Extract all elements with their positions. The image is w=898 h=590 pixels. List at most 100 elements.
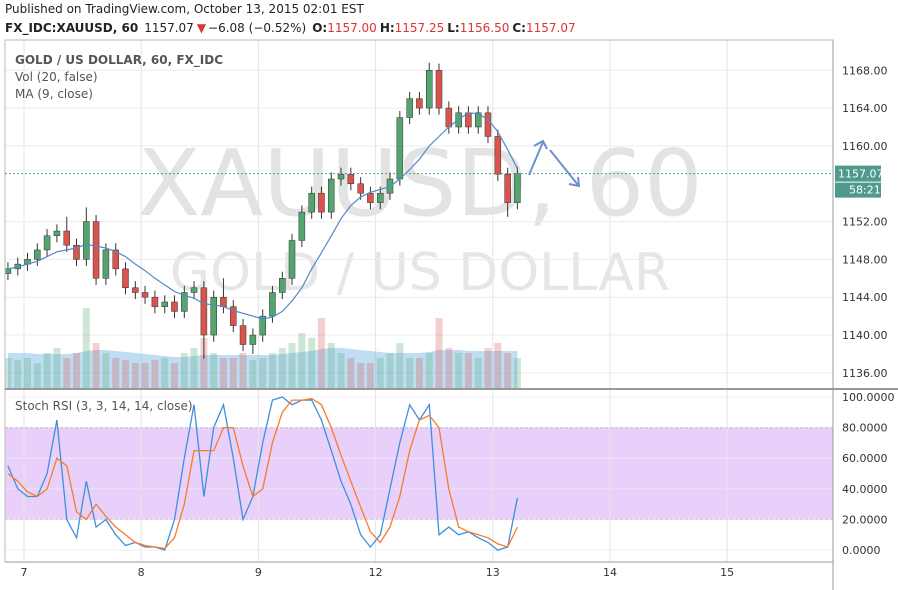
volume-bar — [190, 348, 198, 388]
c-value: 1157.07 — [526, 21, 576, 35]
candle-body — [102, 249, 110, 279]
volume-bar — [63, 358, 71, 388]
y-tick-label: 80.0000 — [842, 422, 888, 435]
candle-body — [34, 249, 41, 260]
volume-bar — [229, 358, 237, 388]
volume-bar — [24, 358, 32, 388]
candle-body — [141, 292, 149, 298]
volume-bar — [415, 358, 423, 388]
candle-body — [288, 240, 296, 279]
volume-bar — [210, 353, 218, 388]
volume-bar — [317, 318, 325, 388]
last: 1157.07 — [144, 21, 194, 35]
candle-body — [416, 98, 423, 109]
volume-bar — [43, 353, 51, 388]
y-tick-label: 60.0000 — [842, 452, 888, 465]
legend-entry: MA (9, close) — [15, 87, 93, 101]
volume-bar — [200, 338, 208, 388]
candle-body — [171, 301, 178, 312]
volume-bar — [347, 358, 355, 388]
volume-bar — [112, 358, 120, 388]
overlay-layer: 7 8 9 12 13 14 15 Stoch RSI (3, 3, 14, 14, clos… — [5, 53, 884, 579]
o-value: 1157.00 — [327, 21, 377, 35]
volume-bar — [249, 360, 257, 388]
candle-body — [474, 112, 482, 128]
candle-body — [220, 296, 227, 307]
volume-bar — [239, 353, 247, 388]
l-label: L: — [447, 21, 459, 35]
symbol: FX_IDC:XAUUSD, 60 — [5, 21, 138, 36]
candle-body — [426, 70, 433, 109]
ma-line — [7, 112, 518, 320]
candle-body — [504, 174, 511, 203]
last-price-label: 1157.07 — [838, 168, 884, 181]
volume-bar — [72, 353, 80, 388]
volume-bar — [327, 343, 335, 388]
countdown-label: 58:21 — [849, 184, 881, 197]
volume-bar — [92, 343, 100, 388]
volume-ma-area — [7, 348, 518, 388]
volume-bar — [131, 363, 139, 388]
candle-body — [396, 117, 404, 180]
volume-bar — [366, 363, 374, 388]
candle-body — [406, 98, 413, 118]
candle-body — [377, 192, 384, 203]
candle-body — [249, 334, 257, 345]
volume-bar — [82, 308, 90, 388]
arrow-down — [549, 149, 579, 186]
volume-bar — [170, 363, 178, 388]
candle-body — [435, 70, 443, 109]
y-tick-label: 0.0000 — [842, 544, 881, 557]
y-tick-label: 1148.00 — [842, 253, 888, 266]
plot-layer: 0.0000 20.0000 40.0000 60.0000 80.0000 100.00… — [4, 40, 895, 562]
y-tick-label: 1152.00 — [842, 216, 888, 229]
volume-bar — [161, 358, 169, 388]
candle-body — [347, 174, 355, 184]
change: −6.08 (−0.52%) — [208, 21, 306, 35]
volume-bar — [474, 358, 482, 388]
volume-bar — [151, 360, 159, 388]
drawing-arrows — [528, 139, 581, 188]
candle-body — [53, 230, 61, 237]
volume-bar — [4, 358, 12, 388]
x-tick-label: 15 — [720, 566, 734, 579]
candle-body — [259, 315, 266, 336]
y-tick-label: 1144.00 — [842, 291, 888, 304]
published: Published on TradingView.com, October 13… — [5, 2, 365, 16]
candle-body — [210, 296, 217, 336]
y-tick-label: 100.0000 — [842, 391, 895, 404]
arrow-up-head — [533, 139, 548, 150]
volume-bar — [141, 363, 149, 388]
candle-body — [181, 292, 188, 312]
volume-bar — [494, 343, 502, 388]
candle-body — [357, 183, 364, 194]
watermark-description: GOLD / US DOLLAR — [170, 243, 670, 303]
y-tick-label: 1136.00 — [842, 367, 888, 380]
l-value: 1156.50 — [460, 21, 510, 35]
volume-bar — [337, 353, 345, 388]
stoch-line — [7, 396, 519, 551]
candle-body — [445, 107, 453, 128]
candle-body — [161, 301, 168, 307]
x-tick-label: 13 — [486, 566, 500, 579]
candle-body — [190, 287, 198, 293]
candle-body — [200, 287, 208, 336]
volume-bar — [308, 338, 316, 388]
candle-body — [230, 306, 237, 326]
h-label: H: — [380, 21, 395, 35]
volume-bar — [33, 363, 41, 388]
stoch-legend: Stoch RSI (3, 3, 14, 14, close) — [15, 399, 193, 413]
volume-bar — [484, 348, 492, 388]
candle-body — [318, 192, 325, 213]
volume-bar — [219, 358, 227, 388]
volume-bar — [425, 353, 433, 388]
volume-bar — [102, 353, 110, 388]
candle-body — [92, 221, 100, 279]
candle-body — [308, 192, 315, 213]
stoch-line — [7, 397, 518, 550]
arrow-up — [528, 141, 544, 176]
candle-body — [73, 244, 80, 260]
volume-bar — [53, 348, 61, 388]
candle-body — [328, 178, 335, 213]
